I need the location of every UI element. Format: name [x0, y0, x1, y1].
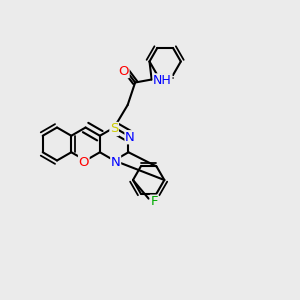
Text: N: N	[111, 155, 121, 169]
Text: S: S	[110, 122, 118, 136]
Text: O: O	[118, 64, 129, 78]
Text: N: N	[125, 131, 135, 144]
Text: NH: NH	[153, 74, 172, 87]
Text: F: F	[150, 195, 158, 208]
Text: O: O	[79, 155, 89, 169]
